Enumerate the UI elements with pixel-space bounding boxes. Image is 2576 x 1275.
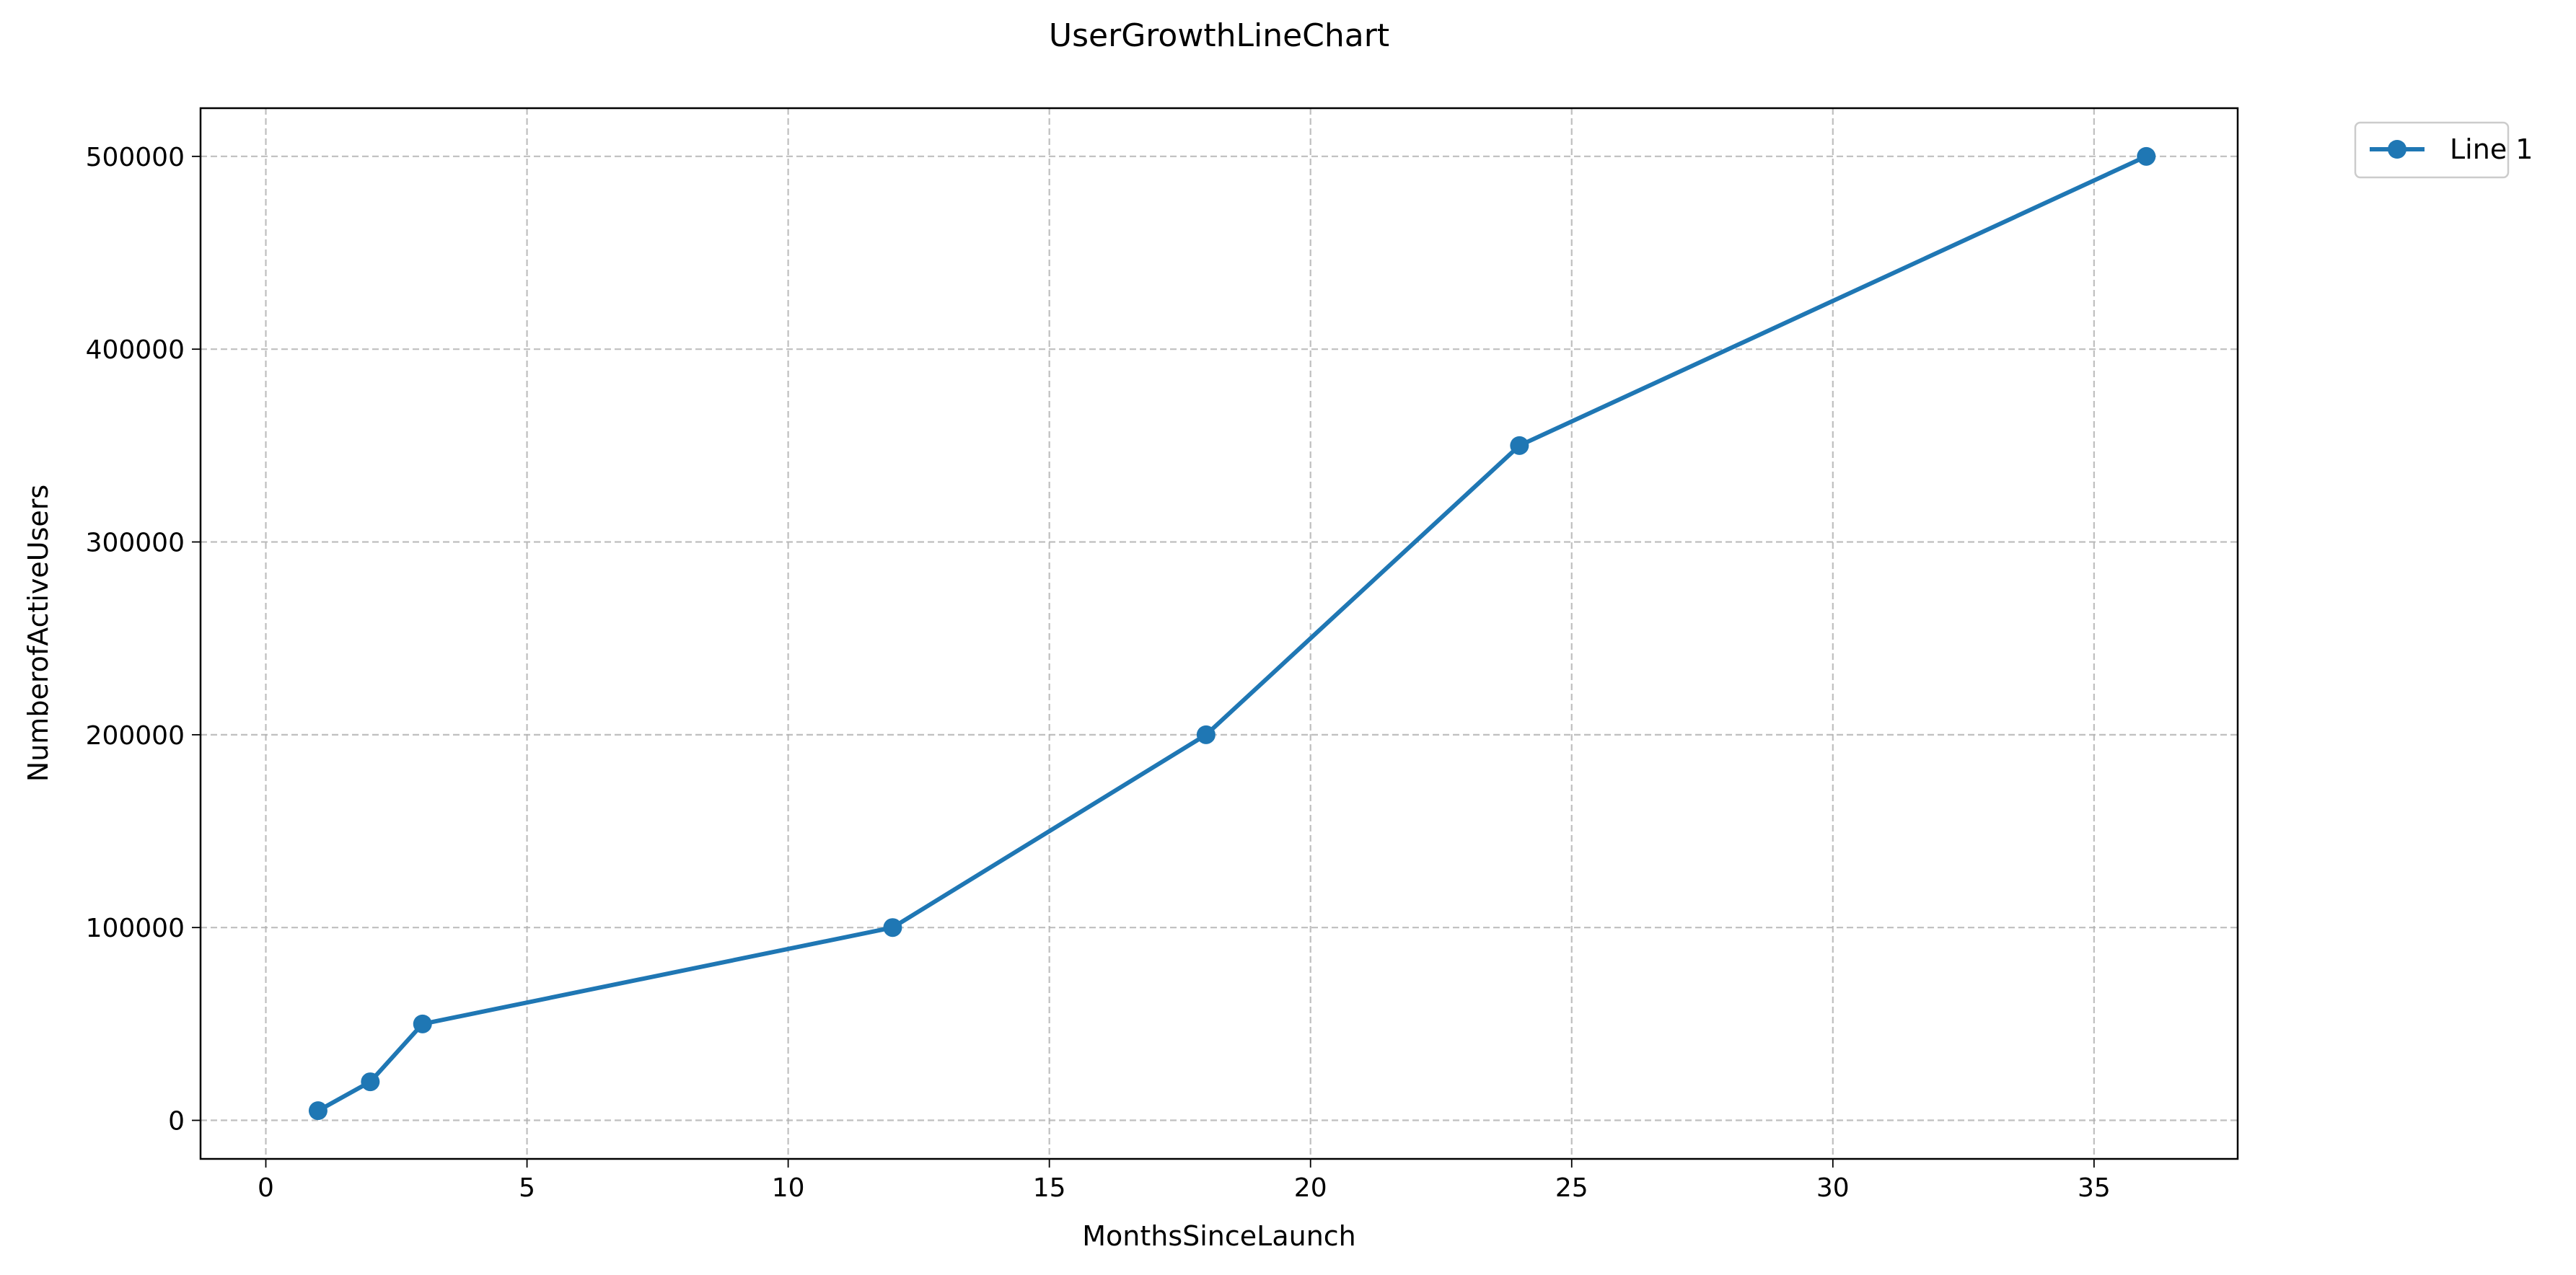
x-tick-label: 5 [519, 1173, 535, 1203]
y-tick-label: 400000 [86, 335, 185, 365]
x-tick-label: 20 [1294, 1173, 1327, 1203]
data-point [308, 1101, 328, 1121]
data-point [883, 918, 902, 938]
data-point [413, 1014, 432, 1033]
data-point [361, 1072, 380, 1092]
y-tick-label: 0 [168, 1107, 185, 1137]
x-tick-label: 15 [1033, 1173, 1066, 1203]
legend-label: Line 1 [2450, 133, 2533, 165]
x-axis-label: MonthsSinceLaunch [1082, 1220, 1356, 1252]
x-tick-label: 0 [258, 1173, 274, 1203]
data-point [1510, 436, 1529, 455]
y-axis-label: NumberofActiveUsers [22, 485, 54, 782]
axis-ticks: 0 5 10 15 20 25 30 35 0 100000 200000 300000 400000 5… [86, 143, 2111, 1203]
grid [201, 108, 2238, 1159]
legend-marker [2388, 140, 2406, 159]
series-layer [308, 146, 2156, 1121]
x-tick-label: 25 [1555, 1173, 1588, 1203]
chart-title: UserGrowthLineChart [1049, 17, 1389, 54]
plot-area-frame [199, 107, 2239, 1160]
x-tick-label: 30 [1816, 1173, 1850, 1203]
y-tick-label: 300000 [86, 529, 185, 558]
y-tick-label: 500000 [86, 143, 185, 172]
x-tick-label: 35 [2078, 1173, 2111, 1203]
legend: Line 1 [2354, 121, 2533, 179]
data-point [1196, 725, 1216, 744]
y-tick-label: 100000 [86, 914, 185, 943]
x-tick-label: 10 [772, 1173, 805, 1203]
data-point [2137, 146, 2156, 166]
y-tick-label: 200000 [86, 721, 185, 751]
legend-box [2354, 121, 2510, 179]
